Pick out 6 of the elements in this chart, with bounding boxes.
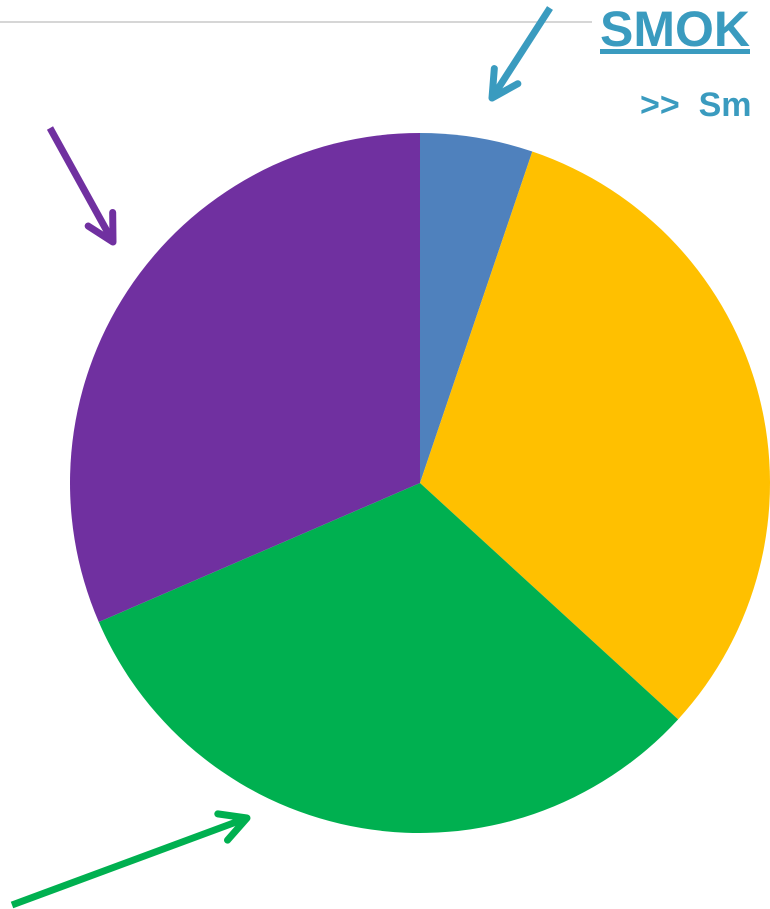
pie-slice [420,152,770,720]
pie-slice [98,483,678,833]
chart-subtitle: >> Sm [640,86,752,124]
pie-slice [420,133,532,483]
chart-title: SMOK [600,1,750,57]
pie-slice [70,133,420,622]
